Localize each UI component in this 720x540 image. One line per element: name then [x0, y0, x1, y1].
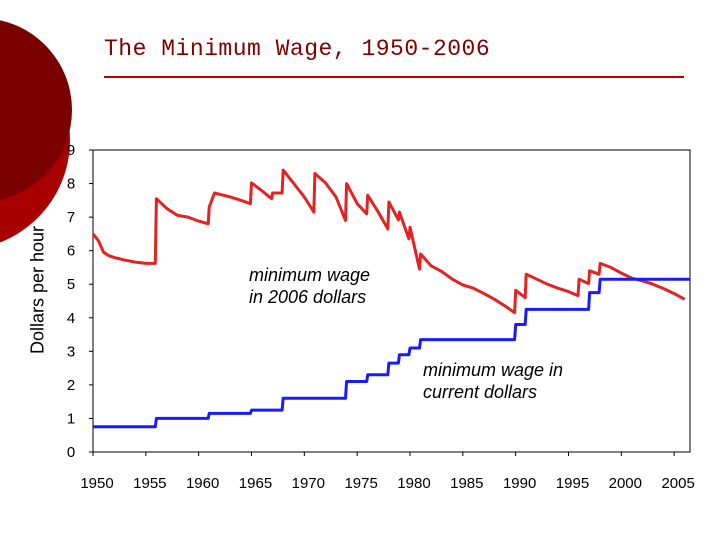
- series-line-real-wage: [91, 168, 686, 315]
- y-tick-label: 9: [67, 142, 75, 159]
- y-tick-label: 5: [67, 276, 75, 293]
- x-tick-label: 1995: [556, 475, 589, 492]
- title-underline: [104, 76, 684, 78]
- decor-circle-small: [0, 20, 72, 200]
- annotation-nominal-wage: minimum wage in current dollars: [420, 358, 567, 404]
- chart-title: The Minimum Wage, 1950-2006: [104, 36, 491, 62]
- y-tick-label: 4: [67, 310, 75, 327]
- x-tick-label: 1970: [292, 475, 325, 492]
- x-tick-label: 1985: [450, 475, 483, 492]
- series-line-nominal-wage: [93, 277, 690, 429]
- x-tick-label: 1965: [239, 475, 272, 492]
- y-tick-label: 3: [67, 343, 75, 360]
- y-tick-label: 1: [67, 410, 75, 427]
- x-tick-label: 1980: [397, 475, 430, 492]
- series-layer: [91, 168, 690, 429]
- x-tick-label: 1960: [186, 475, 219, 492]
- x-tick-label: 1975: [344, 475, 377, 492]
- x-tick-label: 2005: [661, 475, 694, 492]
- y-tick-label: 8: [67, 176, 75, 193]
- y-tick-label: 2: [67, 377, 75, 394]
- y-tick-label: 0: [67, 444, 75, 461]
- y-tick-label: 6: [67, 243, 75, 260]
- y-axis-ticks: 0 1 2 3 4 5 6 7 8 9: [67, 142, 93, 461]
- x-tick-label: 1950: [80, 475, 113, 492]
- x-tick-label: 2000: [609, 475, 642, 492]
- x-tick-label: 1955: [133, 475, 166, 492]
- x-tick-label: 1990: [503, 475, 536, 492]
- plot-area: [92, 149, 691, 453]
- x-axis-ticks: 1950 1955 1960 1965 1970 1975 1980 1985 1990 1995…: [80, 452, 695, 492]
- y-tick-label: 7: [67, 209, 75, 226]
- annotation-real-wage: minimum wage in 2006 dollars: [246, 263, 374, 309]
